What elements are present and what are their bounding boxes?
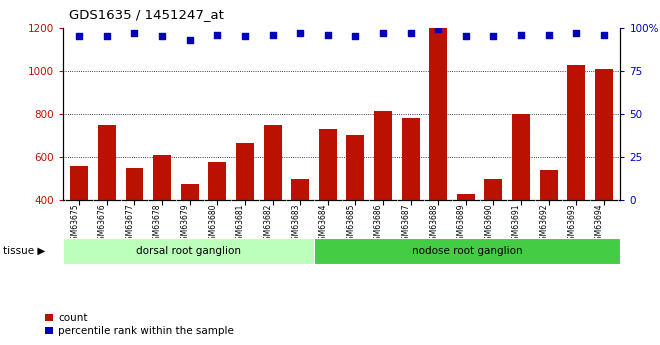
Text: GSM63677: GSM63677 [125,203,135,245]
Point [378,30,388,36]
Bar [291,179,309,286]
Point [405,30,416,36]
Bar [512,114,530,286]
Bar [374,111,392,286]
Text: dorsal root ganglion: dorsal root ganglion [136,246,241,256]
Text: GSM63682: GSM63682 [263,203,273,245]
Bar [401,118,420,286]
Point [461,33,471,39]
Bar [540,170,558,286]
Text: GSM63675: GSM63675 [70,203,79,245]
Bar [153,155,171,286]
Text: GSM63683: GSM63683 [291,203,300,245]
Bar [457,194,475,286]
Point [323,32,333,37]
Point [157,33,168,39]
Bar [429,28,447,286]
Text: GSM63685: GSM63685 [346,203,355,245]
Bar [263,125,282,286]
Text: GSM63681: GSM63681 [236,203,245,245]
Bar [98,125,116,286]
Point [267,32,278,37]
Text: GSM63687: GSM63687 [401,203,411,245]
Bar [181,184,199,286]
Bar [346,136,364,286]
Point [212,32,222,37]
Point [599,32,609,37]
Bar [209,162,226,286]
Point [129,30,140,36]
Legend: count, percentile rank within the sample: count, percentile rank within the sample [45,313,234,336]
Bar [236,143,254,286]
Point [184,37,195,42]
Point [515,32,526,37]
Point [571,30,581,36]
Text: GSM63692: GSM63692 [540,203,548,245]
Point [240,33,250,39]
Point [74,33,84,39]
Text: GSM63688: GSM63688 [429,203,438,245]
Text: GSM63693: GSM63693 [567,203,576,245]
Text: GSM63684: GSM63684 [319,203,328,245]
Text: GSM63691: GSM63691 [512,203,521,245]
Bar [484,179,502,286]
Text: GSM63680: GSM63680 [209,203,217,245]
Text: GSM63676: GSM63676 [98,203,107,245]
Bar [567,65,585,286]
Point [433,27,444,32]
Bar [319,129,337,286]
Text: GSM63689: GSM63689 [457,203,466,245]
Text: GSM63686: GSM63686 [374,203,383,245]
Text: nodose root ganglion: nodose root ganglion [412,246,522,256]
Point [102,33,112,39]
Bar [71,166,88,286]
Point [488,33,499,39]
Point [543,32,554,37]
Point [295,30,306,36]
Text: tissue ▶: tissue ▶ [3,246,46,256]
Text: GDS1635 / 1451247_at: GDS1635 / 1451247_at [69,8,224,21]
Text: GSM63679: GSM63679 [181,203,189,245]
Point [350,33,360,39]
Bar [125,168,143,286]
Bar [595,69,612,286]
Text: GSM63694: GSM63694 [595,203,604,245]
Text: GSM63678: GSM63678 [153,203,162,245]
Bar [63,238,314,264]
Bar [314,238,620,264]
Text: GSM63690: GSM63690 [484,203,494,245]
